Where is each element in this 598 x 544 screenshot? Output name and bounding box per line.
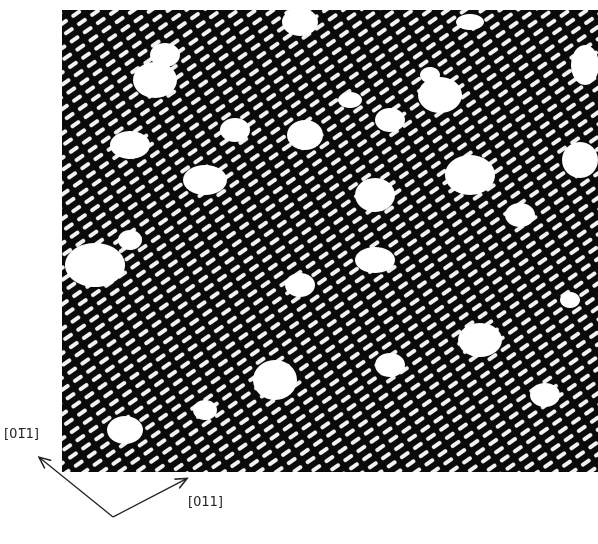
island (107, 416, 143, 444)
direction-label: [01̅1] (4, 427, 39, 442)
island (220, 118, 250, 142)
island (456, 14, 484, 30)
micrograph (62, 8, 598, 472)
island (355, 178, 395, 212)
island (253, 360, 297, 400)
island (285, 273, 315, 297)
island (110, 131, 150, 159)
island (338, 92, 362, 108)
island (118, 230, 142, 250)
island (445, 155, 495, 195)
island (287, 120, 323, 150)
island (133, 62, 177, 98)
direction-arrow (113, 479, 186, 517)
island (571, 45, 598, 85)
island (560, 292, 580, 308)
island (418, 77, 462, 113)
island (355, 247, 395, 273)
direction-label: [011] (188, 495, 223, 510)
island (458, 323, 502, 357)
island (505, 203, 535, 227)
island (193, 400, 217, 420)
island (562, 142, 598, 178)
island (375, 353, 405, 377)
island (282, 8, 318, 36)
island (150, 43, 180, 67)
figure: [01̅1] [011] (0, 0, 598, 544)
island (183, 165, 227, 195)
island (65, 243, 125, 287)
island (375, 108, 405, 132)
island (420, 67, 440, 83)
island (530, 383, 560, 407)
